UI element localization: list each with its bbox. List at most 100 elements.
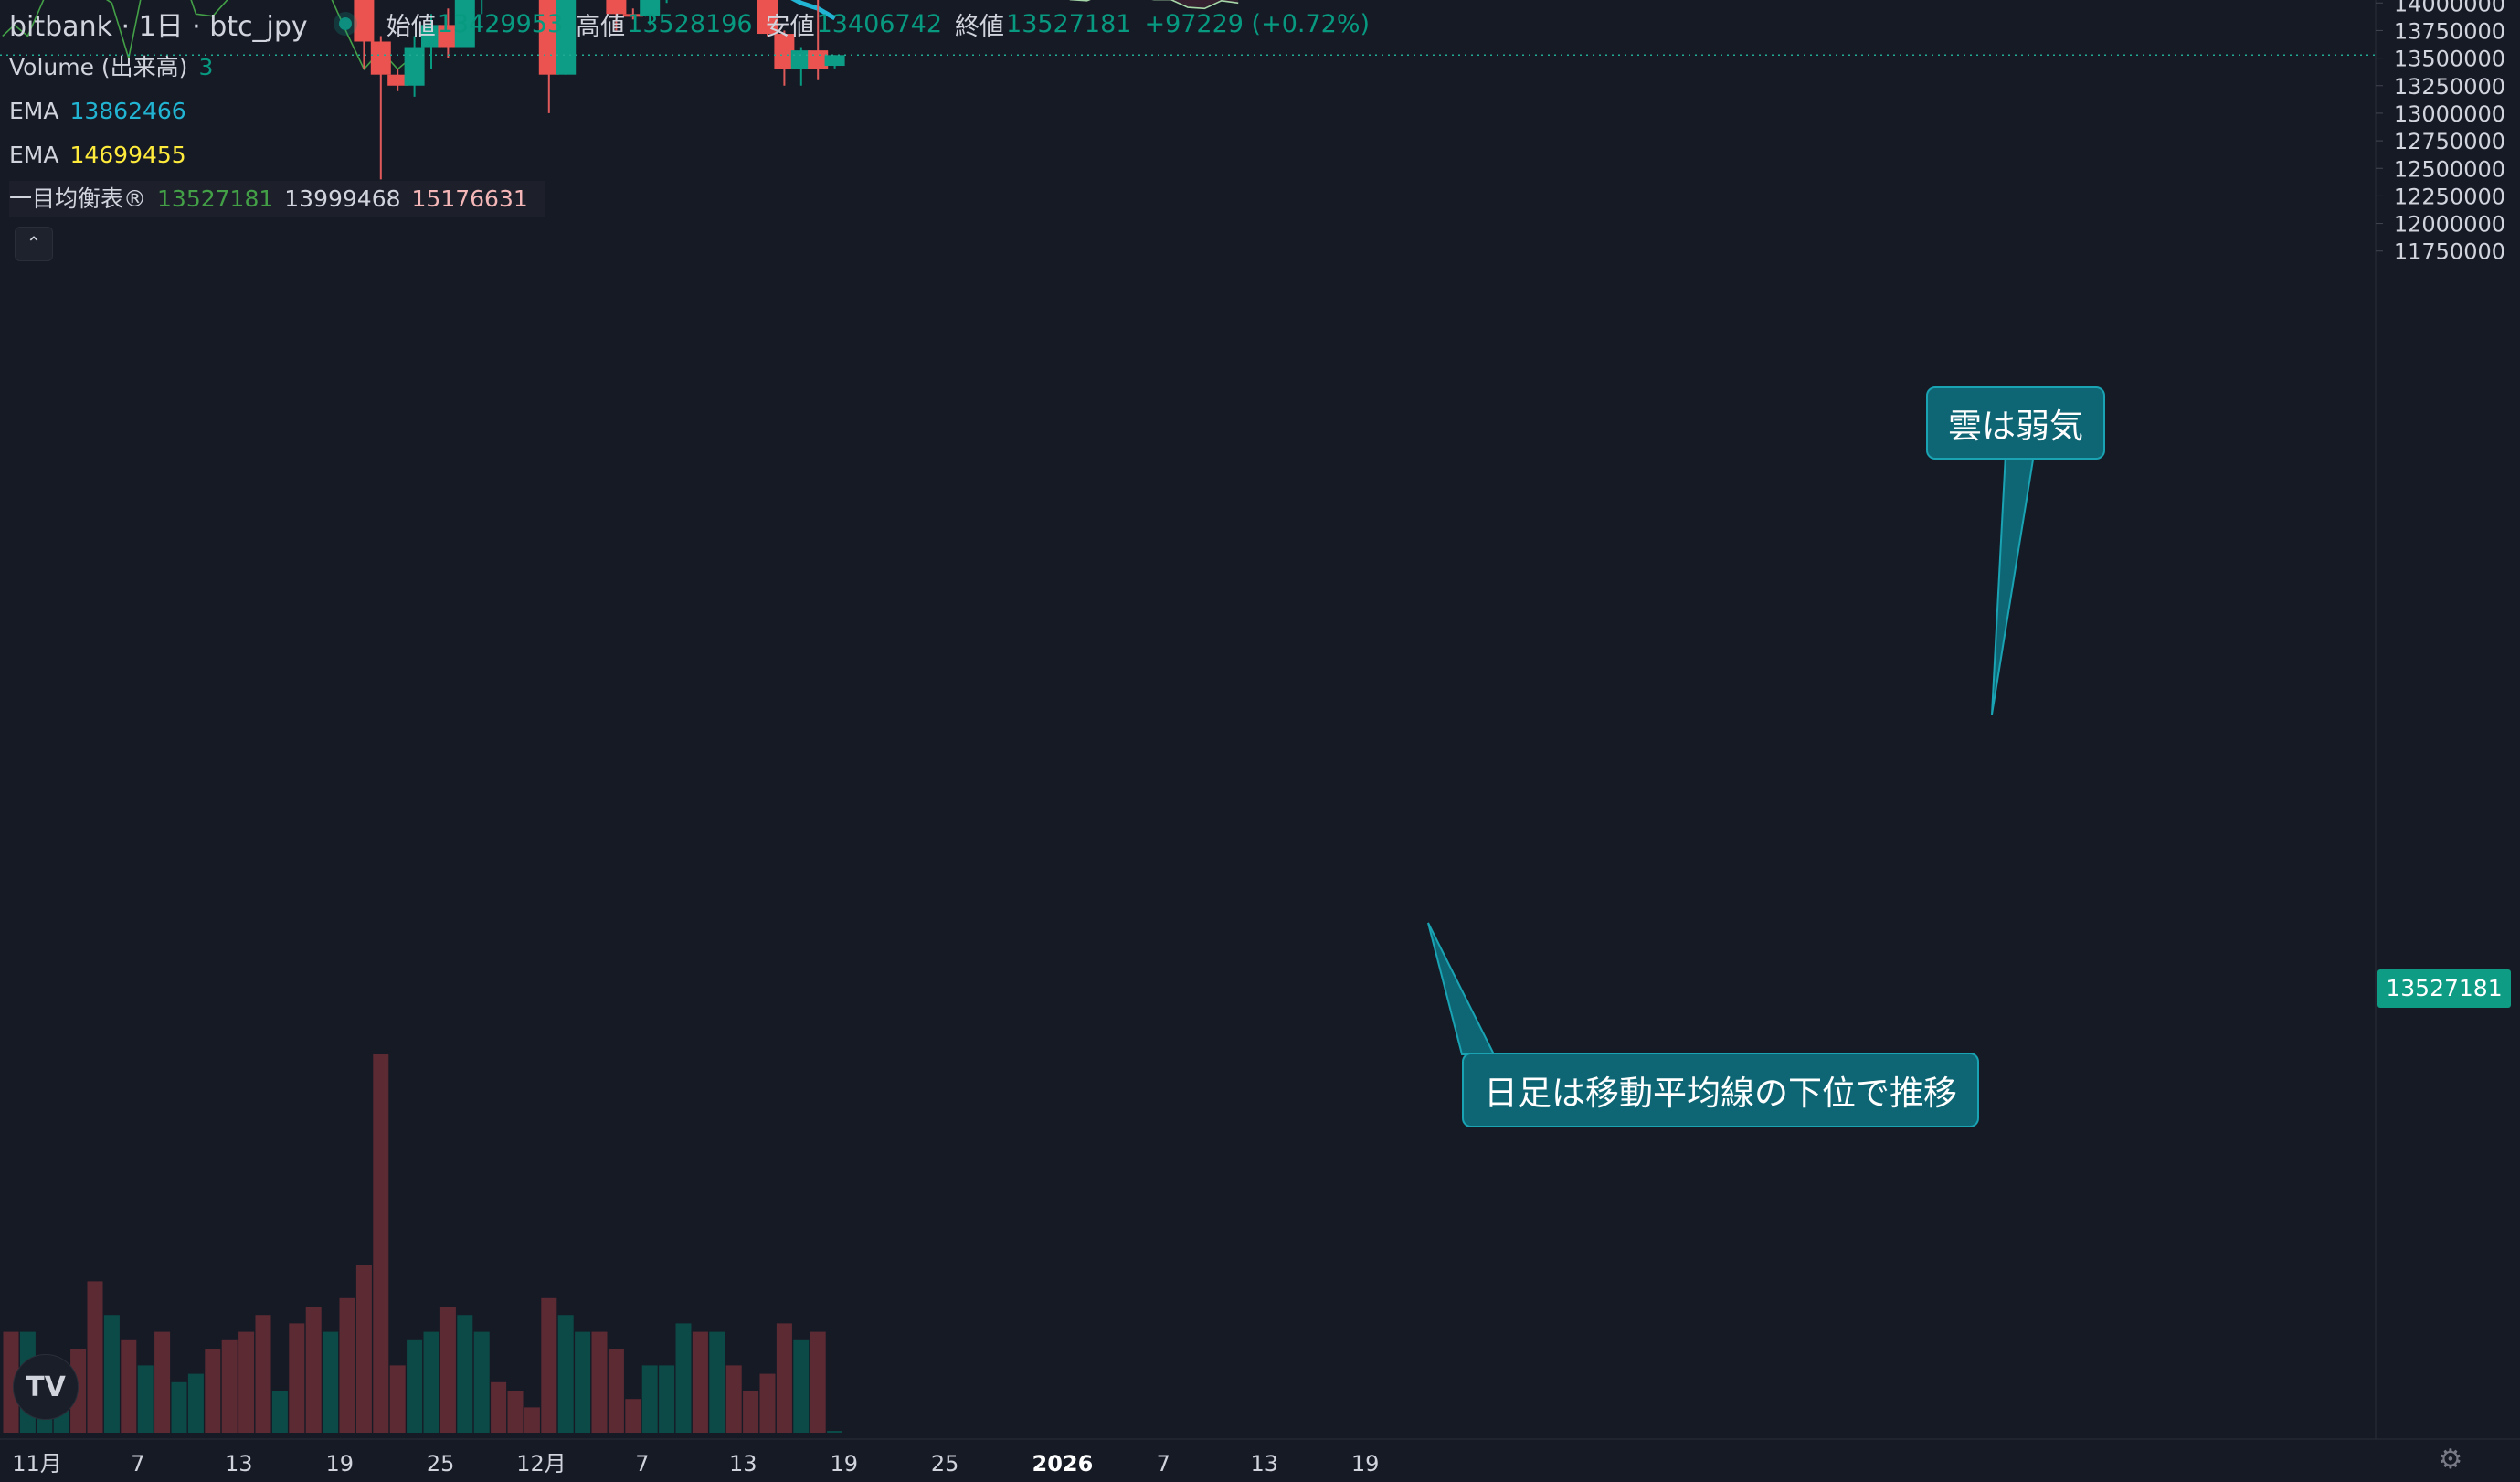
volume-bar [659, 1365, 675, 1433]
volume-bar [289, 1323, 305, 1433]
current-price-tag: 13527181 [2377, 969, 2511, 1008]
time-tick-label: 2026 [1032, 1451, 1094, 1477]
cloud-callout: 雲は弱気 [1926, 386, 2105, 460]
volume-bar [591, 1331, 608, 1433]
volume-bar [103, 1315, 120, 1433]
close-label: 終値 [955, 12, 1005, 41]
candle-body [757, 0, 778, 35]
cloud-callout-text: 雲は弱気 [1948, 407, 2083, 446]
volume-bar [457, 1315, 473, 1433]
time-tick-label: 19 [830, 1451, 858, 1477]
low-value: 13406742 [816, 9, 943, 38]
volume-bar [439, 1307, 456, 1433]
ema-slow-value: 14699455 [69, 142, 186, 168]
price-tick-label: 12500000 [2394, 156, 2505, 182]
time-tick-label: 7 [635, 1451, 649, 1477]
volume-bar [675, 1323, 692, 1433]
legend-ichimoku[interactable]: 一目均衡表® 13527181 13999468 15176631 [9, 181, 545, 217]
volume-bar [323, 1331, 339, 1433]
low-label: 安値 [765, 12, 815, 41]
ichimoku-value-3: 15176631 [411, 185, 528, 212]
open-value: 13429953 [437, 9, 564, 38]
legend-ema-fast[interactable]: EMA 13862466 [9, 93, 197, 130]
candle-body [824, 55, 845, 67]
time-tick-label: 19 [325, 1451, 354, 1477]
legend-volume[interactable]: Volume (出来高) 3 [9, 49, 224, 86]
volume-bar [171, 1381, 187, 1433]
volume-bar [3, 1331, 19, 1433]
price-tick-label: 11750000 [2394, 239, 2505, 265]
time-tick-label: 7 [131, 1451, 144, 1477]
gear-icon[interactable]: ⚙ [2438, 1444, 2463, 1476]
volume-bar [743, 1391, 759, 1433]
time-tick-label: 13 [225, 1451, 253, 1477]
tradingview-logo-icon[interactable]: TV [13, 1354, 79, 1420]
candle-body [622, 14, 643, 17]
candle-body [606, 0, 627, 15]
price-tick-label: 14000000 [2394, 0, 2505, 16]
volume-value: 3 [198, 54, 214, 80]
candle-body [421, 25, 441, 48]
volume-bar [507, 1391, 524, 1433]
volume-bar [608, 1349, 624, 1433]
time-tick-label: 19 [1351, 1451, 1380, 1477]
candle-body [454, 0, 475, 48]
volume-bar [827, 1431, 843, 1433]
volume-bar [575, 1331, 591, 1433]
chevron-up-icon[interactable]: ⌃ [15, 227, 53, 261]
time-tick-label: 13 [729, 1451, 757, 1477]
candle-body [438, 25, 459, 48]
candle-body [370, 41, 391, 75]
volume-bar [709, 1331, 725, 1433]
cloud-callout-pointer [1991, 453, 2036, 715]
ichimoku-value-1: 13527181 [157, 185, 274, 212]
candle-body [404, 47, 425, 86]
price-tick-label: 12250000 [2394, 184, 2505, 209]
volume-bar [407, 1339, 423, 1433]
volume-label: Volume (出来高) [9, 54, 188, 80]
volume-bar [692, 1331, 708, 1433]
volume-bar [389, 1365, 406, 1433]
close-value: 13527181 [1006, 9, 1132, 38]
candle-body [354, 0, 375, 42]
price-axis-background [2376, 0, 2520, 1482]
ema-slow-label: EMA [9, 142, 59, 168]
time-tick-label: 25 [931, 1451, 959, 1477]
candle-body [556, 0, 577, 75]
volume-bar [641, 1365, 658, 1433]
volume-bar [423, 1331, 439, 1433]
volume-bar [725, 1365, 742, 1433]
volume-bar [373, 1054, 389, 1433]
volume-bar [221, 1339, 238, 1433]
market-status-icon [338, 17, 352, 30]
price-tick-label: 13000000 [2394, 101, 2505, 127]
volume-bar [187, 1373, 204, 1433]
volume-bar [271, 1391, 288, 1433]
volume-bar [121, 1339, 137, 1433]
volume-bar [557, 1315, 574, 1433]
volume-bar [810, 1331, 826, 1433]
volume-bar [473, 1331, 490, 1433]
legend-ema-slow[interactable]: EMA 14699455 [9, 137, 197, 174]
time-tick-label: 11月 [12, 1451, 62, 1477]
price-tick-label: 13250000 [2394, 74, 2505, 100]
time-tick-label: 12月 [516, 1451, 566, 1477]
candle-body [640, 0, 661, 16]
change-value: +97229 (+0.72%) [1144, 9, 1371, 38]
open-label: 始値 [386, 12, 436, 41]
ichimoku-value-2: 13999468 [284, 185, 401, 212]
trend-callout-text: 日足は移動平均線の下位で推移 [1484, 1074, 1957, 1113]
time-tick-label: 7 [1157, 1451, 1170, 1477]
volume-bar [776, 1323, 792, 1433]
volume-bar [339, 1297, 355, 1433]
volume-bar [491, 1381, 507, 1433]
ichimoku-label: 一目均衡表® [9, 185, 147, 212]
trend-callout-pointer [1427, 922, 1496, 1055]
ichimoku-cloud [1075, 0, 1239, 9]
volume-bar [137, 1365, 154, 1433]
volume-bar [87, 1281, 103, 1433]
candle-body [538, 0, 559, 75]
symbol-title[interactable]: bitbank · 1日 · btc_jpy [9, 11, 308, 43]
volume-bar [541, 1297, 557, 1433]
